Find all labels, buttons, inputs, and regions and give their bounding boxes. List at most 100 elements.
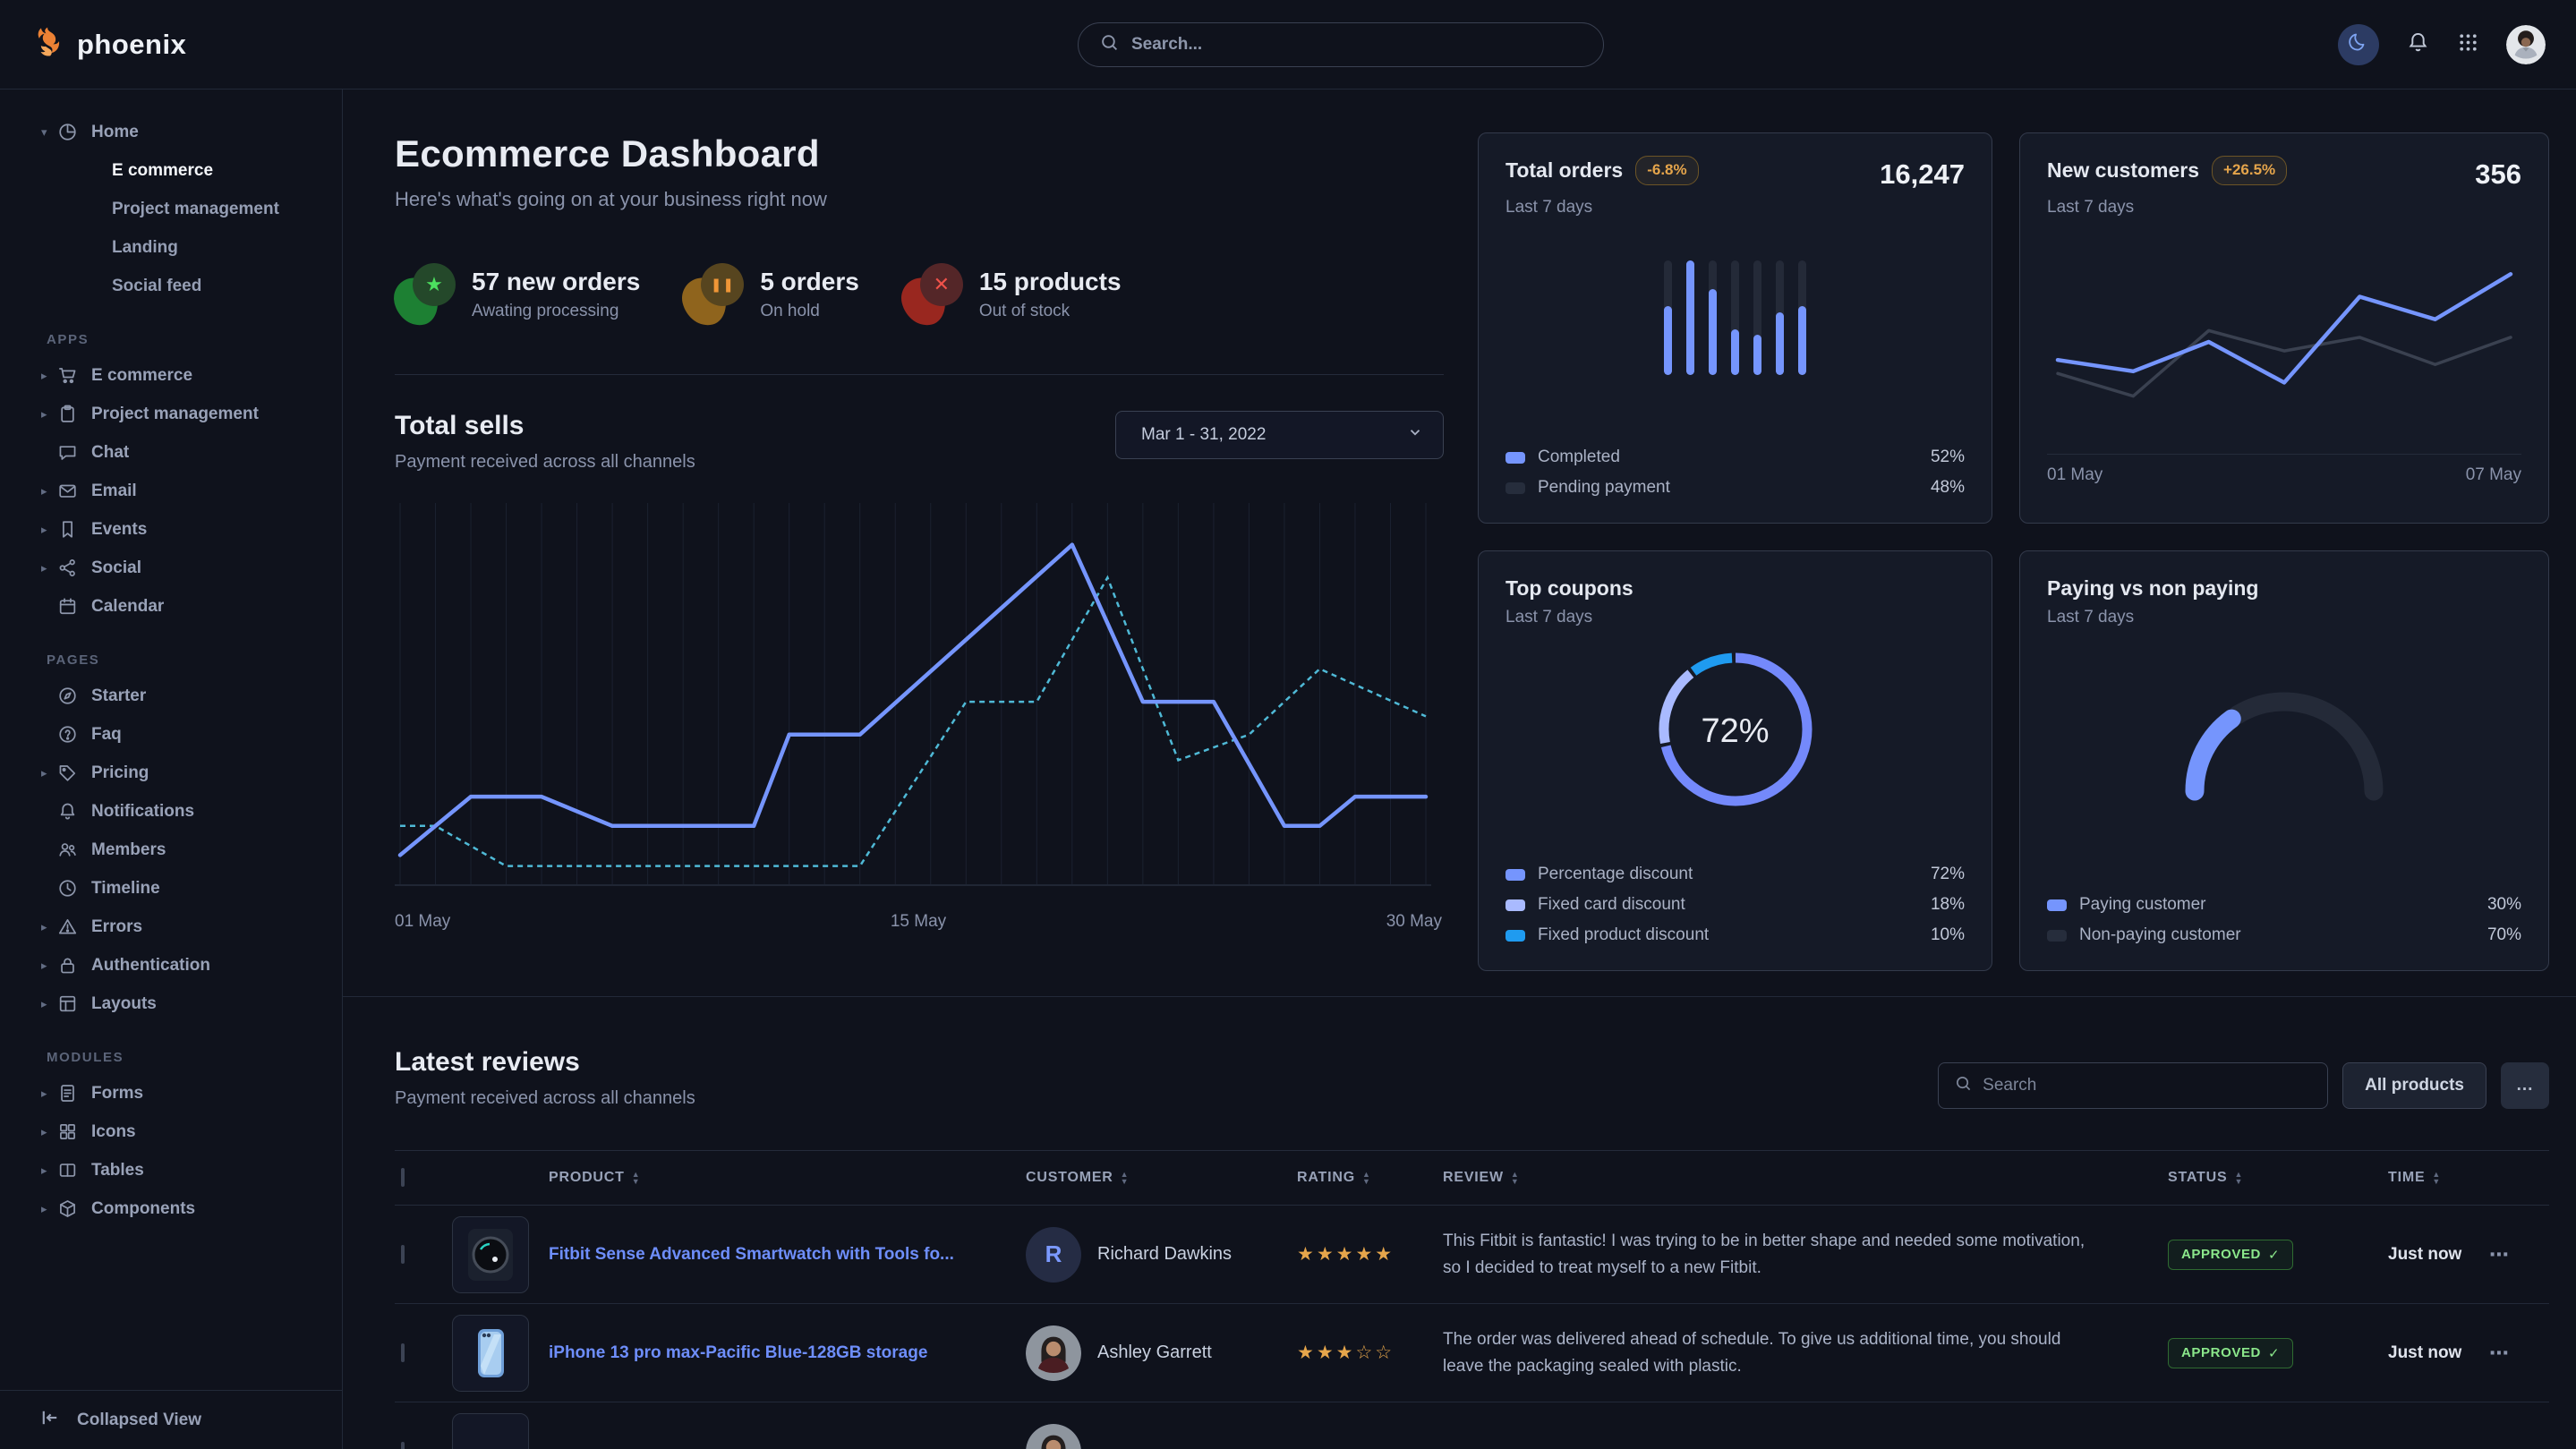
sort-icon[interactable]: ▲▼ (2234, 1171, 2243, 1185)
product-thumbnail[interactable] (452, 1216, 529, 1293)
bell-icon (57, 801, 79, 822)
sidebar-item-starter[interactable]: Starter (0, 677, 342, 715)
user-avatar[interactable] (2506, 25, 2546, 64)
customer-avatar-photo (1026, 1325, 1081, 1381)
stat-orders-on-hold: ❚❚ 5 orders On hold (683, 263, 859, 326)
column-header-product[interactable]: PRODUCT ▲▼ (549, 1170, 1026, 1186)
sidebar-item-notifications[interactable]: Notifications (0, 792, 342, 831)
search-input[interactable] (1131, 35, 1582, 55)
order-bar (1709, 260, 1717, 375)
x-tick: 01 May (395, 912, 450, 932)
apps-menu-button[interactable] (2457, 31, 2479, 58)
sidebar-item-pricing[interactable]: ▸ Pricing (0, 754, 342, 792)
sidebar-subitem-e-commerce[interactable]: E commerce (0, 151, 342, 190)
sort-icon[interactable]: ▲▼ (2432, 1171, 2441, 1185)
out-of-stock-badge-icon: ✕ (902, 263, 963, 326)
sidebar-item-components[interactable]: ▸ Components (0, 1189, 342, 1228)
order-stats-row: ★ 57 new orders Awating processing ❚❚ 5 … (395, 263, 1444, 326)
sort-icon[interactable]: ▲▼ (1121, 1171, 1130, 1185)
total-sells-chart-area: 01 May 15 May 30 May (395, 503, 1444, 932)
product-thumbnail[interactable] (452, 1315, 529, 1392)
customer-cell[interactable]: RRichard Dawkins (1026, 1227, 1297, 1283)
new-customers-line-chart (2047, 241, 2521, 445)
order-bar (1753, 260, 1761, 375)
stat-caption: On hold (760, 302, 859, 321)
date-range-select[interactable]: Mar 1 - 31, 2022 (1115, 411, 1444, 459)
reviews-more-button[interactable]: ... (2501, 1062, 2549, 1109)
sidebar-item-tables[interactable]: ▸ Tables (0, 1151, 342, 1189)
product-link[interactable] (549, 1442, 576, 1449)
stat-caption: Out of stock (979, 302, 1122, 321)
row-checkbox[interactable] (401, 1343, 405, 1362)
reviews-search-input[interactable] (1983, 1076, 2311, 1095)
sidebar-item-calendar[interactable]: Calendar (0, 587, 342, 626)
select-all-checkbox[interactable] (401, 1168, 405, 1187)
collapse-sidebar-button[interactable]: Collapsed View (0, 1390, 342, 1449)
sidebar-item-icons[interactable]: ▸ Icons (0, 1112, 342, 1151)
sidebar-item-forms[interactable]: ▸ Forms (0, 1074, 342, 1112)
column-header-review[interactable]: REVIEW ▲▼ (1443, 1170, 2168, 1186)
caret-right-icon: ▸ (41, 523, 54, 537)
column-header-customer[interactable]: CUSTOMER ▲▼ (1026, 1170, 1297, 1186)
gauge-svg (2166, 674, 2402, 801)
column-header-rating[interactable]: RATING ▲▼ (1297, 1170, 1443, 1186)
product-link[interactable]: iPhone 13 pro max-Pacific Blue-128GB sto… (549, 1343, 954, 1362)
sidebar-item-home[interactable]: ▾ Home (0, 113, 342, 151)
legend-row: Fixed product discount 10% (1506, 925, 1965, 945)
all-products-filter-button[interactable]: All products (2342, 1062, 2486, 1109)
caret-right-icon: ▸ (41, 369, 54, 383)
sidebar-item-social[interactable]: ▸ Social (0, 549, 342, 587)
customer-cell[interactable]: Ashley Garrett (1026, 1325, 1297, 1381)
sidebar-section-label: APPS (0, 305, 342, 356)
search-icon (1955, 1075, 1972, 1096)
paying-gauge-chart (2166, 674, 2402, 805)
customer-cell[interactable] (1026, 1424, 1297, 1449)
sidebar-item-email[interactable]: ▸ Email (0, 472, 342, 510)
sort-icon[interactable]: ▲▼ (632, 1171, 641, 1185)
product-thumbnail[interactable] (452, 1413, 529, 1449)
sidebar-item-layouts[interactable]: ▸ Layouts (0, 984, 342, 1023)
global-search[interactable] (1078, 22, 1604, 67)
sidebar-item-events[interactable]: ▸ Events (0, 510, 342, 549)
caret-right-icon: ▸ (41, 920, 54, 934)
sort-icon[interactable]: ▲▼ (1362, 1171, 1371, 1185)
brand[interactable]: phoenix (30, 23, 186, 65)
row-checkbox[interactable] (401, 1442, 405, 1449)
row-actions-button[interactable]: ⋯ (2489, 1342, 2510, 1364)
row-checkbox[interactable] (401, 1245, 405, 1264)
sidebar-subitem-landing[interactable]: Landing (0, 228, 342, 267)
card-period: Last 7 days (1506, 198, 1965, 217)
sort-icon[interactable]: ▲▼ (1511, 1171, 1520, 1185)
legend-value: 18% (1931, 895, 1965, 915)
sidebar-item-members[interactable]: Members (0, 831, 342, 869)
caret-right-icon: ▸ (41, 1163, 54, 1178)
notifications-button[interactable] (2406, 30, 2430, 59)
sidebar-item-authentication[interactable]: ▸ Authentication (0, 946, 342, 984)
envelope-icon (57, 481, 79, 501)
product-link[interactable]: Fitbit Sense Advanced Smartwatch with To… (549, 1245, 981, 1264)
reviews-search[interactable] (1938, 1062, 2328, 1109)
caret-right-icon: ▸ (41, 1202, 54, 1216)
sidebar-item-project-management[interactable]: ▸ Project management (0, 395, 342, 433)
column-header-status[interactable]: STATUS ▲▼ (2168, 1170, 2388, 1186)
order-bar (1664, 260, 1672, 375)
sidebar-item-faq[interactable]: Faq (0, 715, 342, 754)
legend-label: Pending payment (1538, 478, 1670, 498)
sidebar-item-chat[interactable]: Chat (0, 433, 342, 472)
reviews-table: PRODUCT ▲▼CUSTOMER ▲▼RATING ▲▼REVIEW ▲▼S… (395, 1150, 2549, 1449)
sidebar-item-e-commerce[interactable]: ▸ E commerce (0, 356, 342, 395)
legend-row: Fixed card discount 18% (1506, 895, 1965, 915)
caret-right-icon: ▸ (41, 561, 54, 575)
theme-toggle-button[interactable] (2338, 24, 2379, 65)
sidebar-item-errors[interactable]: ▸ Errors (0, 908, 342, 946)
row-actions-button[interactable]: ⋯ (2489, 1243, 2510, 1266)
sidebar-subitem-social-feed[interactable]: Social feed (0, 267, 342, 305)
legend-value: 48% (1931, 478, 1965, 498)
legend-value: 10% (1931, 925, 1965, 945)
column-header-time[interactable]: TIME ▲▼ (2388, 1170, 2489, 1186)
x-icon: ✕ (934, 273, 950, 296)
sidebar-item-timeline[interactable]: Timeline (0, 869, 342, 908)
sidebar-subitem-project-management[interactable]: Project management (0, 190, 342, 228)
sidebar-nav: ▾ Home E commerceProject managementLandi… (0, 113, 342, 1228)
total-orders-card: Total orders -6.8% 16,247 Last 7 days Co… (1478, 132, 1992, 524)
